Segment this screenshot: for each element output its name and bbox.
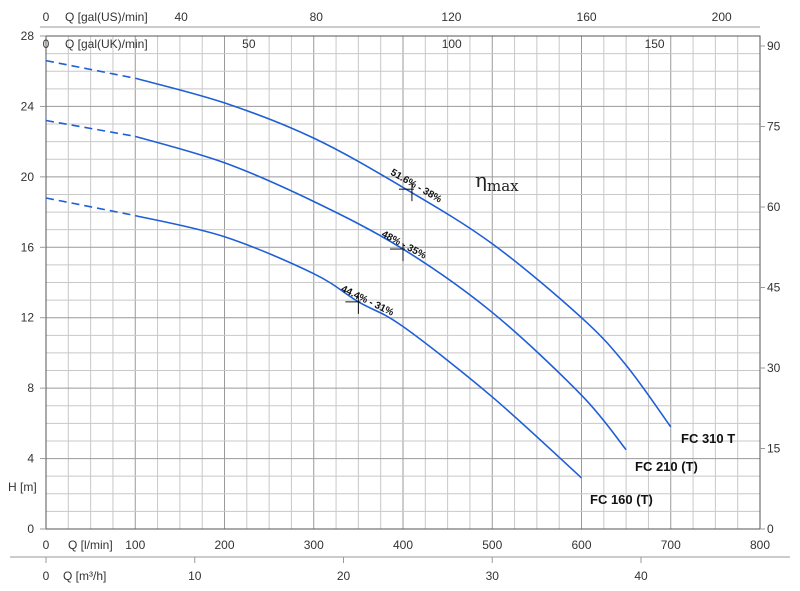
series-line bbox=[135, 77, 672, 428]
x-top2-axis-label: Q [gal(UK)/min] bbox=[65, 37, 148, 51]
curves: FC 310 T 51.6% - 38% FC 210 (T) 48% - 35% FC… bbox=[45, 59, 735, 507]
y-right-tick-label: 15 bbox=[767, 441, 781, 455]
left-axis: 0 4 8 12 16 20 24 28 H [m] bbox=[8, 29, 46, 536]
eta-max-title: ηmax bbox=[475, 168, 519, 195]
y-right-tick-label: 30 bbox=[767, 361, 781, 375]
y-right-tick-label: 0 bbox=[767, 522, 774, 536]
x-top2-tick-label: 100 bbox=[442, 37, 462, 51]
x-top2-tick-label: 0 bbox=[43, 37, 50, 51]
x-top2-tick-label: 150 bbox=[645, 37, 665, 51]
eta-symbol: η bbox=[475, 168, 487, 192]
x-top1-tick-label: 160 bbox=[577, 10, 597, 24]
x2-tick-label: 0 bbox=[43, 569, 50, 583]
x-top1-tick-label: 120 bbox=[441, 10, 461, 24]
series-label: FC 310 T bbox=[681, 431, 735, 446]
x-tick-label: 0 bbox=[43, 538, 50, 552]
y-tick-label: 0 bbox=[27, 522, 34, 536]
efficiency-label: 44.4% - 31% bbox=[339, 284, 395, 319]
y-tick-label: 28 bbox=[21, 29, 35, 43]
x-tick-label: 200 bbox=[214, 538, 234, 552]
x-top1-axis-label: Q [gal(US)/min] bbox=[65, 10, 148, 24]
y-tick-label: 24 bbox=[21, 99, 35, 113]
y-axis-label: H [m] bbox=[8, 480, 37, 494]
y-tick-label: 8 bbox=[27, 381, 34, 395]
x-tick-label: 300 bbox=[304, 538, 324, 552]
y-tick-label: 12 bbox=[21, 311, 35, 325]
x-tick-label: 500 bbox=[482, 538, 502, 552]
y-tick-label: 20 bbox=[21, 170, 35, 184]
x2-axis-label: Q [m³/h] bbox=[63, 569, 106, 583]
x-top2-tick-label: 50 bbox=[242, 37, 256, 51]
top-axes: 0 40 80 120 160 200 Q [gal(US)/min] 0 50 100 150 Q … bbox=[40, 10, 760, 51]
x-top1-tick-label: 40 bbox=[174, 10, 188, 24]
x-tick-label: 100 bbox=[125, 538, 145, 552]
x-tick-label: 600 bbox=[571, 538, 591, 552]
x2-tick-label: 40 bbox=[634, 569, 648, 583]
series-extrapolation bbox=[45, 197, 136, 217]
y-right-tick-label: 90 bbox=[767, 39, 781, 53]
x-tick-label: 700 bbox=[661, 538, 681, 552]
plot-frame bbox=[45, 35, 761, 530]
series-extrapolation bbox=[45, 119, 136, 138]
bottom-axes: 0 100 200 300 400 500 600 700 800 Q [l/min] 0 10 20 3… bbox=[10, 538, 790, 583]
x-top1-tick-label: 80 bbox=[310, 10, 324, 24]
annotations: ηmax bbox=[475, 168, 519, 195]
y-right-tick-label: 60 bbox=[767, 200, 781, 214]
x-top1-tick-label: 0 bbox=[43, 10, 50, 24]
y-tick-label: 16 bbox=[21, 240, 35, 254]
x-axis-label: Q [l/min] bbox=[68, 538, 113, 552]
y-right-tick-label: 45 bbox=[767, 280, 781, 294]
series-extrapolation bbox=[45, 59, 136, 80]
series-label: FC 210 (T) bbox=[635, 459, 698, 474]
x-tick-label: 800 bbox=[750, 538, 770, 552]
y-tick-label: 4 bbox=[27, 452, 34, 466]
x-tick-label: 400 bbox=[393, 538, 413, 552]
series-label: FC 160 (T) bbox=[590, 492, 653, 507]
x2-tick-label: 30 bbox=[486, 569, 500, 583]
efficiency-label: 48% - 35% bbox=[380, 229, 428, 262]
efficiency-label: 51.6% - 38% bbox=[388, 167, 443, 205]
y-right-tick-label: 75 bbox=[767, 119, 781, 133]
right-axis: 0 15 30 45 60 75 90 bbox=[760, 39, 781, 536]
x2-tick-label: 10 bbox=[188, 569, 202, 583]
eta-subscript: max bbox=[487, 177, 519, 195]
x2-tick-label: 20 bbox=[337, 569, 351, 583]
x-top1-tick-label: 200 bbox=[712, 10, 732, 24]
grid bbox=[46, 36, 760, 529]
